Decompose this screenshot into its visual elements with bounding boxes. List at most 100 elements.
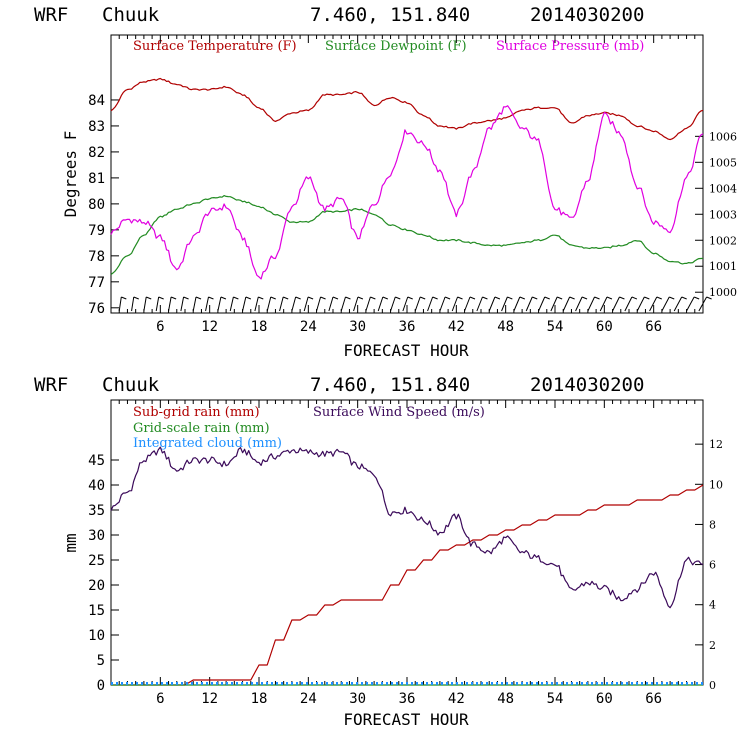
panel2-series	[110, 446, 704, 686]
wind-barb	[390, 296, 396, 312]
panel1-xtick-label: 18	[251, 319, 268, 335]
panel2-model: WRF	[34, 374, 68, 396]
wind-barb-flag	[669, 296, 675, 300]
wind-barb-flag	[345, 296, 351, 300]
panel2-ytick-label: 25	[88, 553, 105, 569]
wind-barb	[303, 296, 309, 312]
wind-barb-flag	[419, 296, 426, 300]
wind-barb-flag	[395, 296, 401, 300]
wind-barb	[427, 296, 434, 312]
panel1-y-ticks: 76 77 78 79 80 81 82 83 84	[88, 93, 119, 317]
panel2-xtick-label: 24	[300, 691, 317, 707]
wind-barb	[599, 296, 608, 312]
panel1-series-temperature	[110, 77, 704, 141]
wind-barb	[488, 296, 496, 312]
wind-barb-flag	[469, 296, 476, 300]
wind-barb	[402, 296, 409, 312]
panel1-ytick-label: 83	[88, 119, 105, 135]
panel1-xtick-label: 24	[300, 319, 317, 335]
panel2-xtick-label: 66	[645, 691, 662, 707]
wind-barb	[686, 296, 695, 312]
panel2-xtick-label: 54	[547, 691, 564, 707]
panel1-coords: 7.460, 151.840	[310, 4, 470, 26]
wind-barb	[377, 296, 384, 312]
wind-barb	[217, 296, 222, 312]
wind-barb-flag	[382, 296, 389, 300]
panel2-ylabel: mm	[61, 533, 80, 552]
wind-barb-flag	[220, 296, 227, 300]
panel2-ytick-label: 10	[88, 628, 105, 644]
wind-barb-flag	[158, 296, 164, 300]
panel2-series-subgrid-rain	[111, 484, 704, 686]
wind-barb	[550, 296, 558, 312]
panel2-legend-wind-speed: Surface Wind Speed (m/s)	[313, 405, 485, 420]
wind-barb-flag	[482, 296, 488, 300]
wind-barb	[365, 296, 371, 312]
panel2-ytick-label: 0	[97, 678, 105, 694]
panel1-y2tick-label: 1006	[709, 130, 737, 143]
wind-barb-flag	[183, 296, 189, 300]
wind-barb	[649, 296, 658, 312]
panel1-series-pressure	[110, 105, 704, 280]
panel1-ytick-label: 81	[88, 171, 105, 187]
panel2-y2tick-label: 0	[709, 679, 716, 692]
panel1-y2tick-label: 1005	[709, 156, 737, 169]
panel2-ytick-label: 15	[88, 603, 105, 619]
wind-barb-flag	[606, 296, 613, 300]
wind-barb-flag	[494, 296, 501, 300]
panel2-ytick-label: 45	[88, 453, 105, 469]
panel2-xtick-label: 6	[156, 691, 164, 707]
wind-barb	[525, 296, 533, 312]
panel1-xtick-label: 66	[645, 319, 662, 335]
wind-barb	[612, 296, 620, 312]
panel2-xtick-label: 12	[201, 691, 218, 707]
panel2-xtick-label: 36	[399, 691, 416, 707]
wind-barb-flag	[507, 296, 513, 300]
panel1-xtick-label: 30	[349, 319, 366, 335]
panel1-xtick-label: 54	[547, 319, 564, 335]
panel1-series	[110, 77, 704, 280]
wind-barb-flag	[245, 296, 252, 300]
wind-barb-flag	[307, 296, 314, 300]
wind-barb-flag	[594, 296, 600, 300]
panel1-ytick-label: 77	[88, 275, 105, 291]
panel1-xtick-label: 6	[156, 319, 164, 335]
wind-barb-flag	[706, 296, 712, 300]
wind-barb-flag	[432, 296, 438, 300]
panel1-legend-temperature: Surface Temperature (F)	[133, 39, 297, 54]
panel2-xtick-label: 30	[349, 691, 366, 707]
panel1-ytick-label: 79	[88, 223, 105, 239]
wind-barb-flag	[208, 296, 214, 300]
wind-barb	[513, 296, 521, 312]
wind-barb	[538, 296, 546, 312]
wind-barb	[451, 296, 459, 312]
panel1-station: Chuuk	[102, 4, 160, 26]
wind-barb	[279, 296, 284, 312]
wind-barb	[291, 296, 297, 312]
wind-barb	[328, 296, 334, 312]
wind-barb	[131, 296, 135, 312]
wind-barb	[266, 296, 272, 312]
panel2-xlabel: FORECAST HOUR	[343, 710, 469, 729]
wind-barb	[661, 296, 670, 312]
wind-barb-flag	[270, 296, 276, 300]
wind-barb	[562, 296, 571, 312]
wind-barb-flag	[320, 296, 326, 300]
wind-barb	[340, 296, 346, 312]
wind-barb-flag	[519, 296, 525, 300]
wind-barb	[118, 296, 122, 312]
wind-barb	[439, 296, 446, 312]
panel2-ytick-label: 40	[88, 478, 105, 494]
panel2-coords: 7.460, 151.840	[310, 374, 470, 396]
panel1-ytick-label: 82	[88, 145, 105, 161]
panel2-init-time: 2014030200	[530, 374, 644, 396]
wind-barb	[587, 296, 595, 312]
panel2-ytick-label: 35	[88, 503, 105, 519]
wind-barb	[168, 296, 172, 312]
wind-barb	[155, 296, 160, 312]
wind-barb	[464, 296, 471, 312]
wind-barb-flag	[121, 296, 127, 300]
panel1-y2tick-label: 1000	[709, 286, 737, 299]
panel1-xtick-label: 42	[448, 319, 465, 335]
